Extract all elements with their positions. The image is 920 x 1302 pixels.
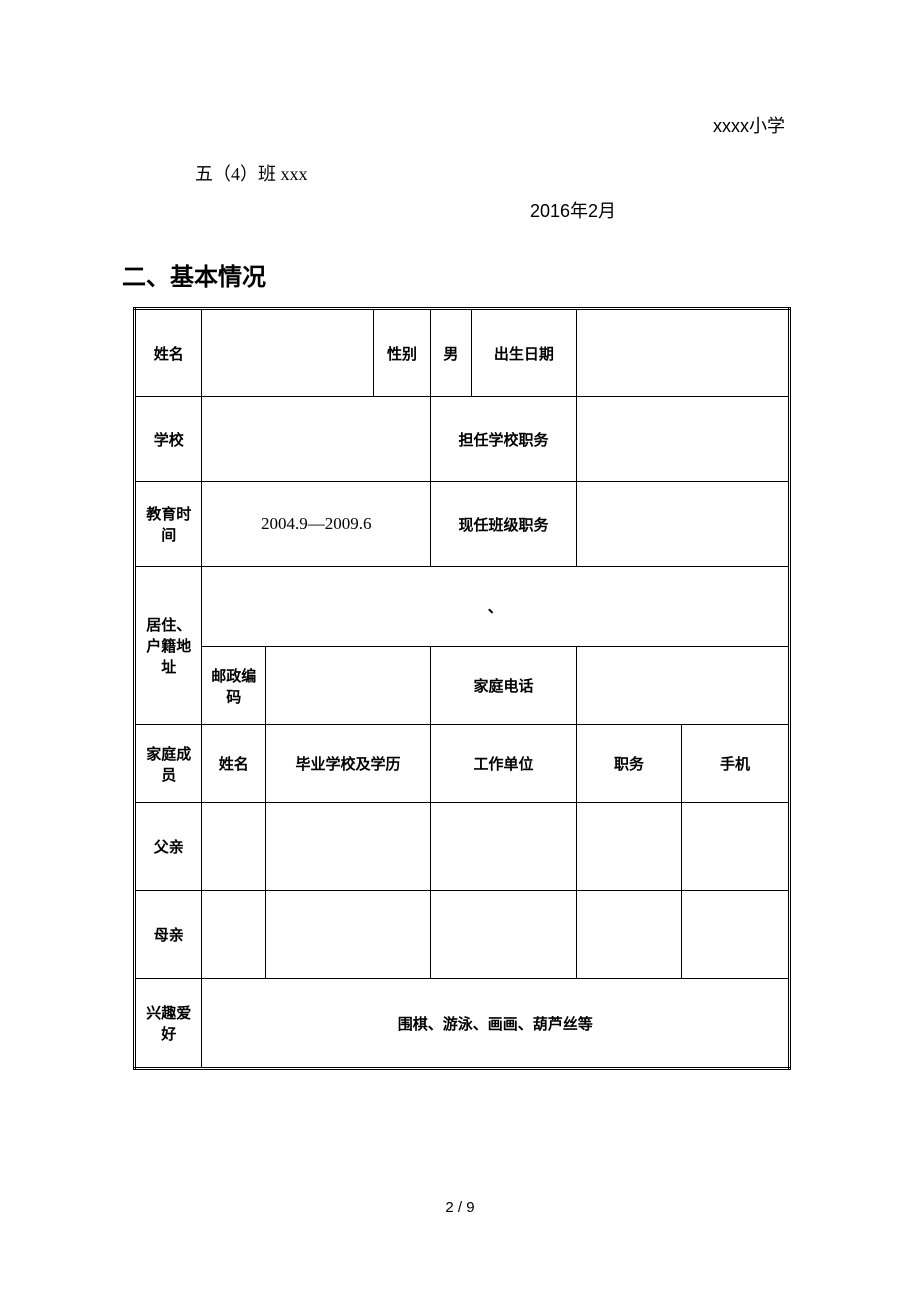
gender-value: 男 bbox=[431, 309, 472, 397]
class-position-value bbox=[577, 482, 790, 567]
mother-work bbox=[431, 891, 577, 979]
mother-position bbox=[577, 891, 682, 979]
family-school-header: 毕业学校及学历 bbox=[265, 725, 430, 803]
document-date: 2016年2月 bbox=[530, 197, 616, 223]
info-table-container: 姓名 性别 男 出生日期 学校 担任学校职务 教育时间 2004.9—2009.… bbox=[133, 307, 791, 1070]
postal-label: 邮政编码 bbox=[202, 647, 266, 725]
postal-value bbox=[265, 647, 430, 725]
gender-label: 性别 bbox=[374, 309, 431, 397]
table-row: 邮政编码 家庭电话 bbox=[135, 647, 790, 725]
father-mobile bbox=[681, 803, 789, 891]
edu-time-label: 教育时间 bbox=[135, 482, 202, 567]
table-row: 学校 担任学校职务 bbox=[135, 397, 790, 482]
family-name-header: 姓名 bbox=[202, 725, 266, 803]
table-row: 母亲 bbox=[135, 891, 790, 979]
table-row: 教育时间 2004.9—2009.6 现任班级职务 bbox=[135, 482, 790, 567]
name-value bbox=[202, 309, 374, 397]
father-name bbox=[202, 803, 266, 891]
mother-label: 母亲 bbox=[135, 891, 202, 979]
section-title: 二、基本情况 bbox=[122, 257, 266, 292]
mother-mobile bbox=[681, 891, 789, 979]
father-school bbox=[265, 803, 430, 891]
school-value bbox=[202, 397, 431, 482]
page-number: 2 / 9 bbox=[0, 1199, 920, 1216]
table-row: 姓名 性别 男 出生日期 bbox=[135, 309, 790, 397]
school-name: xxxx小学 bbox=[713, 112, 785, 138]
table-row: 父亲 bbox=[135, 803, 790, 891]
mother-school bbox=[265, 891, 430, 979]
phone-value bbox=[577, 647, 790, 725]
father-work bbox=[431, 803, 577, 891]
address-label: 居住、户籍地址 bbox=[135, 567, 202, 725]
name-label: 姓名 bbox=[135, 309, 202, 397]
school-label: 学校 bbox=[135, 397, 202, 482]
school-position-value bbox=[577, 397, 790, 482]
family-work-header: 工作单位 bbox=[431, 725, 577, 803]
school-position-label: 担任学校职务 bbox=[431, 397, 577, 482]
birth-value bbox=[577, 309, 790, 397]
family-label: 家庭成员 bbox=[135, 725, 202, 803]
hobby-value: 围棋、游泳、画画、葫芦丝等 bbox=[202, 979, 790, 1069]
family-position-header: 职务 bbox=[577, 725, 682, 803]
edu-time-value: 2004.9—2009.6 bbox=[202, 482, 431, 567]
father-label: 父亲 bbox=[135, 803, 202, 891]
hobby-label: 兴趣爱好 bbox=[135, 979, 202, 1069]
father-position bbox=[577, 803, 682, 891]
address-value: 、 bbox=[202, 567, 790, 647]
class-position-label: 现任班级职务 bbox=[431, 482, 577, 567]
class-info: 五（4）班 xxx bbox=[195, 160, 308, 186]
table-row: 居住、户籍地址 、 bbox=[135, 567, 790, 647]
info-table: 姓名 性别 男 出生日期 学校 担任学校职务 教育时间 2004.9—2009.… bbox=[133, 307, 791, 1070]
table-row: 兴趣爱好 围棋、游泳、画画、葫芦丝等 bbox=[135, 979, 790, 1069]
family-mobile-header: 手机 bbox=[681, 725, 789, 803]
table-row: 家庭成员 姓名 毕业学校及学历 工作单位 职务 手机 bbox=[135, 725, 790, 803]
birth-label: 出生日期 bbox=[471, 309, 576, 397]
mother-name bbox=[202, 891, 266, 979]
phone-label: 家庭电话 bbox=[431, 647, 577, 725]
